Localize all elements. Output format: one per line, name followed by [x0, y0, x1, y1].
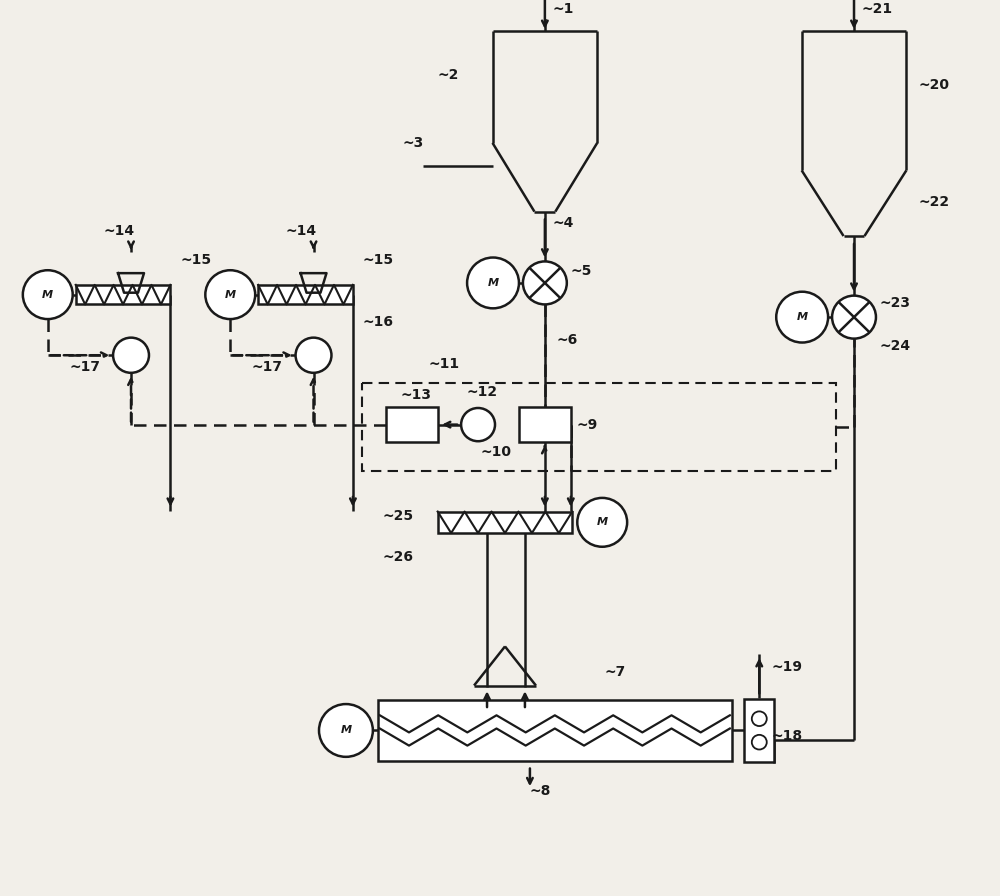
Circle shape [523, 262, 567, 305]
Text: M: M [340, 726, 351, 736]
Text: ~12: ~12 [466, 385, 497, 400]
Text: M: M [797, 312, 808, 323]
Circle shape [776, 292, 828, 342]
Circle shape [23, 271, 73, 319]
Circle shape [467, 257, 519, 308]
Text: ~7: ~7 [605, 665, 626, 679]
Text: ~20: ~20 [918, 78, 949, 91]
Circle shape [296, 338, 331, 373]
Text: ~14: ~14 [103, 224, 134, 238]
Text: ~1: ~1 [553, 3, 574, 16]
Text: ~8: ~8 [530, 784, 551, 798]
Text: ~14: ~14 [286, 224, 317, 238]
Text: ~11: ~11 [428, 357, 459, 371]
Bar [378, 700, 732, 761]
Text: ~22: ~22 [918, 194, 949, 209]
Bar [519, 407, 571, 443]
Text: ~4: ~4 [553, 216, 574, 230]
Bar [386, 407, 438, 443]
Text: ~9: ~9 [577, 418, 598, 432]
Text: M: M [597, 517, 608, 528]
Bar [76, 285, 170, 305]
Text: ~6: ~6 [557, 332, 578, 347]
Circle shape [113, 338, 149, 373]
Text: ~5: ~5 [571, 264, 592, 278]
Circle shape [752, 735, 767, 750]
Bar [258, 285, 353, 305]
Circle shape [461, 408, 495, 441]
Text: M: M [225, 289, 236, 299]
Text: ~13: ~13 [400, 388, 431, 402]
Circle shape [319, 704, 373, 757]
Text: ~23: ~23 [880, 297, 911, 310]
Text: ~16: ~16 [363, 315, 394, 329]
Text: ~17: ~17 [252, 360, 283, 374]
Bar [438, 512, 572, 533]
Text: ~17: ~17 [69, 360, 100, 374]
Text: ~2: ~2 [438, 68, 459, 82]
Circle shape [577, 498, 627, 547]
Text: M: M [487, 278, 499, 288]
Circle shape [752, 711, 767, 726]
Circle shape [205, 271, 255, 319]
Text: ~25: ~25 [383, 510, 414, 523]
Text: ~21: ~21 [862, 3, 893, 16]
Text: ~15: ~15 [180, 254, 212, 267]
Text: ~19: ~19 [771, 660, 802, 674]
Text: ~15: ~15 [363, 254, 394, 267]
Text: ~18: ~18 [771, 729, 802, 744]
Bar [744, 699, 774, 762]
Text: ~26: ~26 [383, 549, 414, 564]
Text: ~3: ~3 [403, 136, 424, 151]
Text: ~24: ~24 [880, 340, 911, 353]
Text: ~10: ~10 [480, 445, 511, 459]
Circle shape [832, 296, 876, 339]
Bar [362, 383, 836, 470]
Text: M: M [42, 289, 53, 299]
